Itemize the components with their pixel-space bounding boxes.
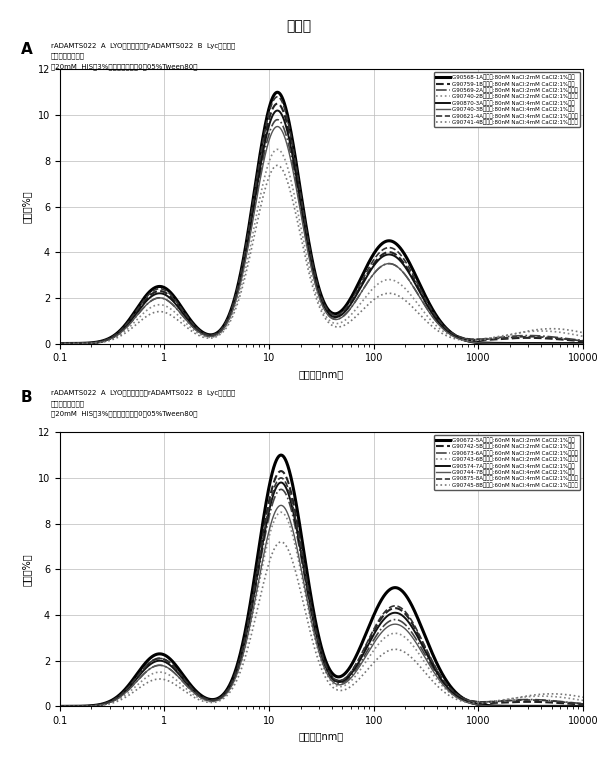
Text: 図２５: 図２５ [286,19,312,33]
Y-axis label: 強度（%）: 強度（%） [22,553,32,586]
X-axis label: サイズ（nm）: サイズ（nm） [299,732,344,742]
Text: （20mM  HIS；3%マンニトール；0．05%Tween80）: （20mM HIS；3%マンニトール；0．05%Tween80） [51,63,197,70]
X-axis label: サイズ（nm）: サイズ（nm） [299,369,344,379]
Text: 強度によるサイズ: 強度によるサイズ [51,400,85,407]
Text: 強度によるサイズ: 強度によるサイズ [51,52,85,59]
Text: A: A [21,42,33,57]
Text: （20mM  HIS；3%マンニトール；0．05%Tween80）: （20mM HIS；3%マンニトール；0．05%Tween80） [51,411,197,418]
Y-axis label: 強度（%）: 強度（%） [22,190,32,223]
Text: rADAMTS022  A  LYO開始時およびrADAMTS022  B  Lyc開始時：: rADAMTS022 A LYO開始時およびrADAMTS022 B Lyc開始… [51,390,235,397]
Text: B: B [21,390,32,405]
Legend: G90568-1A開始時:80nM NaCl:2mM CaCl2:1%の層, G90759-1B開始時:80nM NaCl:2mM CaCl2:1%の脱, G9: G90568-1A開始時:80nM NaCl:2mM CaCl2:1%の層, G… [434,73,580,127]
Legend: G90672-5A開始時:60nM NaCl:2mM CaCl2:1%の層, G90742-5B開始時:60nM NaCl:2mM CaCl2:1%の脱, G9: G90672-5A開始時:60nM NaCl:2mM CaCl2:1%の層, G… [434,435,580,490]
Text: rADAMTS022  A  LYO開始時およびrADAMTS022  B  Lyc開始時：: rADAMTS022 A LYO開始時およびrADAMTS022 B Lyc開始… [51,42,235,49]
